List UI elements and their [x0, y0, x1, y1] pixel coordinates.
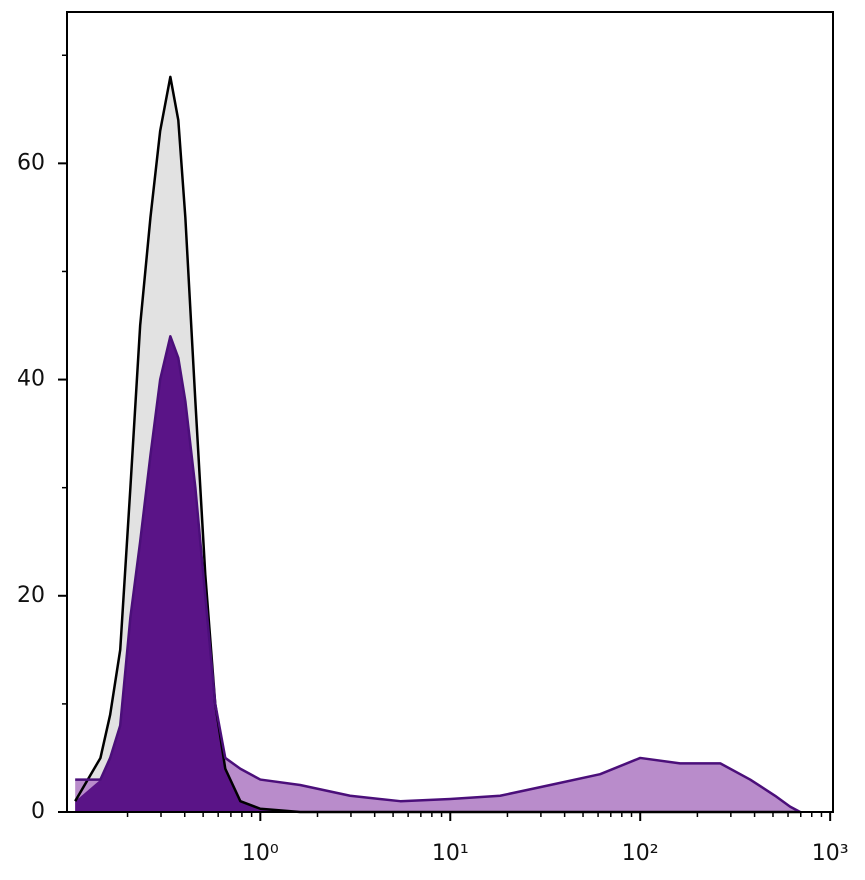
y-tick-label: 20 — [17, 583, 45, 608]
histogram-line — [75, 335, 801, 814]
y-tick-label: 0 — [31, 799, 45, 824]
x-tick-label: 10⁰ — [242, 841, 279, 866]
x-tick-label: 10² — [622, 841, 659, 866]
x-tick-label: 10¹ — [432, 841, 469, 866]
y-tick-label: 40 — [17, 367, 45, 392]
overlap-fill — [75, 336, 801, 812]
y-tick-label: 60 — [17, 150, 45, 175]
x-tick-label: 10³ — [812, 841, 849, 866]
